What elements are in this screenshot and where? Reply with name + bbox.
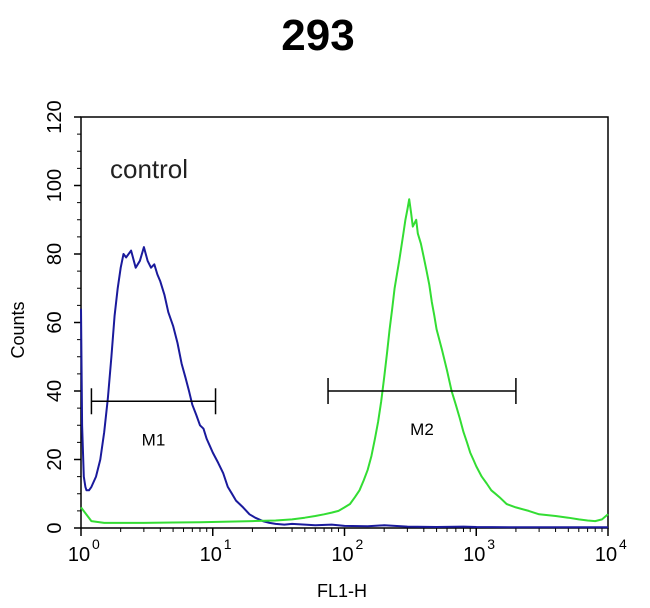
y-tick-label: 100 xyxy=(44,169,66,202)
y-tick-label: 60 xyxy=(44,311,66,333)
y-tick-label: 40 xyxy=(44,380,66,402)
marker-layer: M1 M2 xyxy=(90,378,517,449)
x-axis: 10 0 10 1 10 2 10 3 10 4 xyxy=(68,528,627,566)
y-tick-label: 0 xyxy=(44,522,66,533)
marker-label: M2 xyxy=(410,420,434,439)
series-layer xyxy=(80,198,609,529)
x-tick-label: 10 xyxy=(200,544,222,566)
control-annotation: control xyxy=(110,154,188,184)
x-tick-label: 10 xyxy=(331,544,353,566)
x-tick-exponent: 2 xyxy=(356,536,364,552)
x-tick-exponent: 0 xyxy=(92,536,100,552)
x-tick-label: 10 xyxy=(68,544,90,566)
chart-title: 293 xyxy=(281,11,354,60)
x-tick-label: 10 xyxy=(595,544,617,566)
y-tick-label: 120 xyxy=(44,100,66,133)
x-axis-label: FL1-H xyxy=(317,581,367,601)
y-axis: 0 20 40 60 80 100 120 xyxy=(44,100,81,534)
x-tick-label: 10 xyxy=(463,544,485,566)
x-tick-exponent: 4 xyxy=(619,536,627,552)
y-tick-label: 80 xyxy=(44,243,66,265)
x-tick-exponent: 1 xyxy=(224,536,232,552)
series-line-2 xyxy=(80,198,609,524)
x-tick-exponent: 3 xyxy=(487,536,495,552)
y-tick-label: 20 xyxy=(44,448,66,470)
marker-label: M1 xyxy=(142,430,166,449)
y-axis-label: Counts xyxy=(8,301,28,358)
series-line-1 xyxy=(80,246,608,529)
